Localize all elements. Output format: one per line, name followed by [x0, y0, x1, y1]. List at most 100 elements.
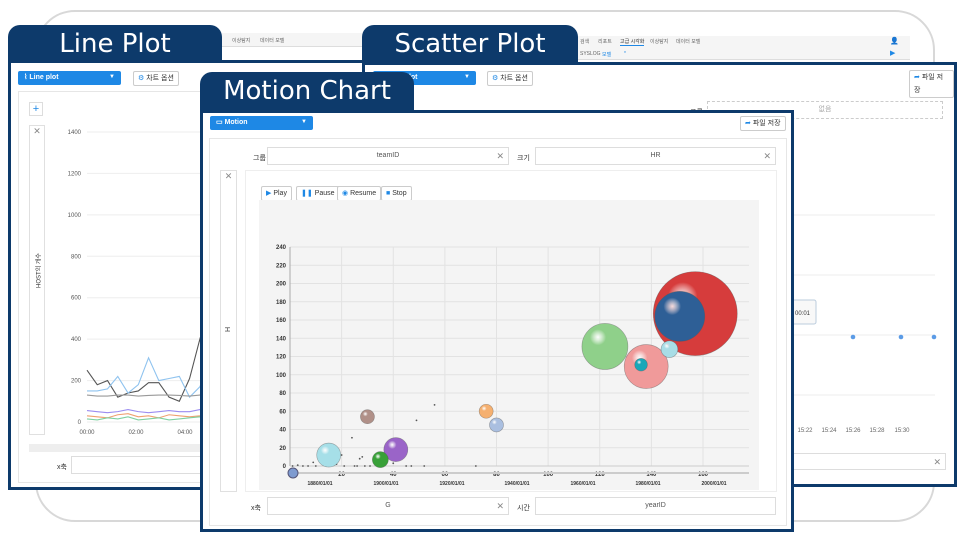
y-tick-label: 600	[71, 296, 82, 302]
x-tick-label: 15:30	[894, 428, 910, 434]
menu-item[interactable]: 검색	[580, 39, 590, 45]
stop-icon: ■	[386, 190, 393, 197]
menu-item[interactable]: 데이터 모델	[260, 38, 285, 44]
time-label: 시간	[517, 505, 530, 512]
bubble	[316, 442, 342, 468]
caret-down-icon: ▼	[109, 74, 115, 80]
tooltip-text: 00:01	[795, 311, 811, 317]
scatter-app-menu: 검색 리포트 고급 시각화 이상탐지 데이터 모델 SYSLOG 모델 * 👤 …	[578, 36, 910, 60]
time-input[interactable]: yearID	[535, 497, 776, 515]
menu-item-active[interactable]: 고급 시각화	[620, 39, 645, 46]
data-dot	[423, 465, 426, 467]
y-tick-label: 1000	[68, 213, 82, 219]
menu-item[interactable]: 리포트	[598, 39, 612, 45]
scatter-chart: 15:22 15:24 15:26 15:28 15:30 00:01	[785, 214, 937, 434]
run-icon[interactable]: ▶	[890, 50, 896, 57]
close-icon[interactable]: ✕	[224, 171, 233, 181]
bubble	[581, 323, 629, 370]
group-label: 그룹	[253, 155, 266, 162]
share-icon: ➦	[745, 120, 753, 127]
y-tick-label: 80	[279, 391, 286, 397]
x-tick-label: 100	[543, 472, 554, 478]
clear-icon[interactable]: ✕	[933, 457, 941, 467]
y-tick-label: 120	[276, 355, 287, 361]
clear-icon[interactable]: ✕	[496, 501, 504, 511]
gear-icon: ⚙	[492, 75, 501, 82]
bubble	[360, 409, 375, 425]
chart-type-dropdown[interactable]: ▭ Motion ▼	[210, 116, 313, 130]
data-dot	[405, 465, 408, 467]
x-tick-label: 140	[646, 472, 657, 478]
y-axis-value: H	[225, 326, 232, 333]
user-icon[interactable]: 👤	[890, 38, 899, 45]
clear-icon[interactable]: ✕	[496, 151, 504, 161]
submenu-item[interactable]: 모델	[602, 52, 612, 58]
resume-button[interactable]: ◉ Resume	[337, 186, 382, 201]
menu-item[interactable]: 이상탐지	[232, 38, 251, 44]
y-tick-label: 200	[71, 379, 82, 385]
line-chart-icon: ⌇	[24, 74, 30, 81]
y-tick-label: 0	[78, 420, 82, 426]
data-dot	[433, 403, 436, 406]
y-tick-label: 180	[276, 300, 287, 306]
bubble	[660, 340, 679, 358]
stop-button[interactable]: ■ Stop	[381, 186, 412, 201]
close-icon[interactable]: ✕	[33, 126, 41, 136]
gear-icon: ⚙	[138, 75, 147, 82]
data-dot	[363, 465, 366, 467]
time-slider-thumb[interactable]	[287, 467, 299, 479]
scatter-point	[850, 334, 856, 340]
bubble	[372, 451, 389, 468]
chart-options-button[interactable]: ⚙ 차트 옵션	[487, 71, 533, 86]
y-axis-field[interactable]: ✕ H	[220, 170, 237, 492]
time-tick-label: 1940/01/01	[504, 481, 529, 487]
time-tick-label: 1920/01/01	[439, 481, 464, 487]
time-tick-label: 2000/01/01	[701, 481, 726, 487]
caret-down-icon: ▼	[464, 74, 470, 80]
x-tick-label: 20	[338, 472, 345, 478]
line-app-menu: 이상탐지 데이터 모델	[222, 33, 362, 47]
bubble	[634, 358, 648, 372]
submenu-item[interactable]: *	[624, 51, 626, 57]
chart-type-dropdown[interactable]: ⌇ Line plot ▼	[18, 71, 121, 85]
group-input[interactable]: teamID ✕	[267, 147, 509, 165]
menu-item[interactable]: 데이터 모델	[676, 39, 701, 45]
y-tick-label: 40	[279, 428, 286, 434]
data-dot	[415, 419, 418, 422]
play-button[interactable]: ▶ Play	[261, 186, 292, 201]
size-input[interactable]: HR ✕	[535, 147, 776, 165]
bubble	[489, 417, 504, 433]
x-tick-label: 00:00	[79, 430, 95, 436]
submenu-item[interactable]: SYSLOG	[580, 51, 601, 57]
x-tick-label: 02:00	[128, 430, 144, 436]
save-file-button[interactable]: ➦ 파일 저장	[740, 116, 786, 131]
y-tick-label: 0	[283, 464, 287, 470]
x-axis-input[interactable]: G ✕	[267, 497, 509, 515]
clear-icon[interactable]: ✕	[763, 151, 771, 161]
x-axis-input[interactable]: ✕	[790, 453, 946, 470]
data-dot	[340, 454, 343, 456]
x-tick-label: 15:28	[869, 428, 885, 434]
horizontal-scrollbar[interactable]	[29, 444, 359, 452]
chart-options-button[interactable]: ⚙ 차트 옵션	[133, 71, 179, 86]
y-tick-label: 1200	[68, 171, 82, 177]
add-icon[interactable]: +	[29, 102, 43, 116]
y-axis-field[interactable]: ✕ HOST의 개수	[29, 125, 45, 435]
pause-button[interactable]: ❚❚ Pause	[296, 186, 340, 201]
bubble	[478, 403, 494, 419]
motion-chart-panel: ▭ Motion ▼ ➦ 파일 저장 그룹 teamID ✕ 크기 HR ✕ ✕ H …	[200, 110, 794, 532]
data-dot	[343, 465, 346, 467]
data-dot	[410, 465, 413, 467]
time-tick-label: 1880/01/01	[307, 481, 332, 487]
caret-down-icon: ▼	[301, 119, 307, 125]
x-tick-label: 40	[390, 472, 397, 478]
data-dot	[291, 465, 294, 467]
save-file-button[interactable]: ➦ 파일 저장	[909, 70, 954, 98]
line-plot-title: Line Plot	[8, 25, 222, 63]
x-tick-label: 04:00	[177, 430, 193, 436]
menu-item[interactable]: 이상탐지	[650, 39, 669, 45]
data-dot	[361, 455, 364, 458]
data-dot	[392, 462, 395, 465]
y-tick-label: 1400	[68, 130, 82, 136]
data-dot	[474, 465, 477, 467]
